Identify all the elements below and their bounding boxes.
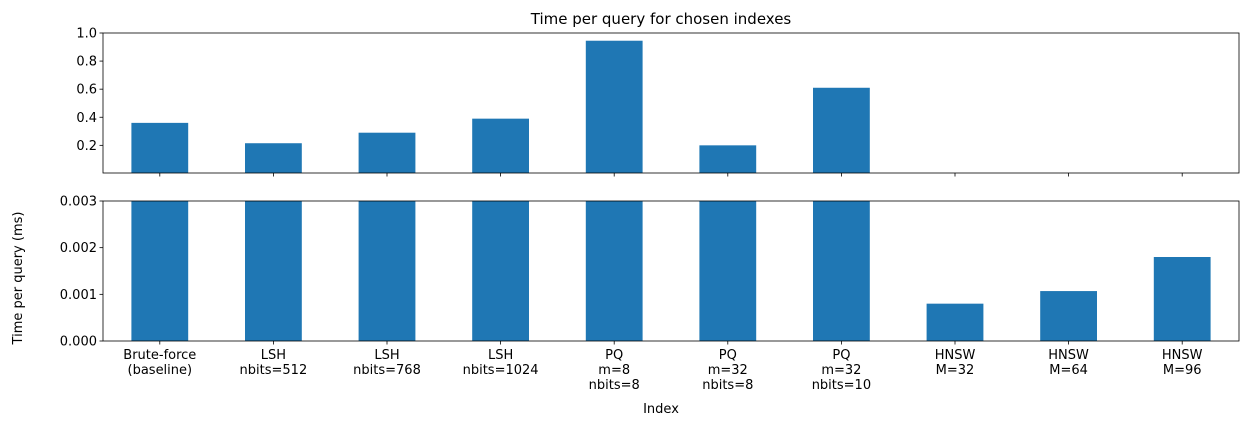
lower-panel-bar [358,201,416,341]
x-tick-label-line: HNSW [1162,348,1203,363]
x-tick-label-line: Brute-force [123,348,196,363]
x-tick-label-line: LSH [488,348,513,363]
lower-panel-ytick-label: 0.000 [60,335,97,350]
x-tick-label-line: nbits=8 [589,378,640,393]
lower-panel-bar [131,201,189,341]
x-tick-label-line: (baseline) [128,363,193,378]
x-tick-label: Brute-force (baseline) [123,348,196,378]
upper-panel-bar [585,40,643,173]
x-tick-label-line: LSH [261,348,286,363]
x-tick-label-line: PQ [832,348,850,363]
x-tick-label-line: HNSW [935,348,976,363]
upper-panel-ytick-label: 1.0 [76,27,97,42]
upper-panel-ytick-label: 0.2 [76,139,97,154]
lower-panel-bar [1153,257,1211,341]
x-tick-label: LSH nbits=512 [240,348,308,378]
x-tick-label-line: PQ [719,348,737,363]
x-tick-label-line: PQ [605,348,623,363]
upper-panel-bar [245,143,302,173]
upper-panel-frame [102,32,1240,174]
upper-panel-ytick-label: 0.8 [76,55,97,70]
x-tick-label-line: nbits=8 [702,378,753,393]
upper-panel-bar [358,132,416,173]
x-tick-label-line: m=8 [598,363,630,378]
x-tick-label: HNSW M=32 [935,348,976,378]
lower-panel-bar [813,201,870,341]
upper-panel-bar [131,122,189,173]
x-tick-label: HNSW M=96 [1162,348,1203,378]
lower-panel-ytick-label: 0.002 [60,241,97,256]
x-tick-label: PQ m=8 nbits=8 [589,348,640,393]
lower-panel-bar [699,201,757,341]
lower-panel-bar [1040,291,1097,341]
x-tick-label-line: nbits=768 [353,363,421,378]
lower-panel-bars [131,201,1211,341]
x-tick-label: HNSW M=64 [1048,348,1089,378]
x-tick-label-line: nbits=512 [240,363,308,378]
x-tick-label: PQ m=32 nbits=8 [702,348,753,393]
upper-panel: 0.2 0.4 0.6 0.8 1.0 [76,27,1240,177]
x-tick-label-line: m=32 [821,363,861,378]
x-tick-label-line: nbits=1024 [463,363,539,378]
x-tick-label-line: M=64 [1049,363,1088,378]
x-tick-label-line: HNSW [1048,348,1089,363]
upper-panel-bar [472,118,529,173]
x-tick-label-line: nbits=10 [812,378,871,393]
y-axis-label: Time per query (ms) [11,212,26,346]
lower-panel-bar [472,201,529,341]
x-axis-label: Index [643,402,679,417]
x-tick-label-line: M=32 [936,363,975,378]
x-tick-label: PQ m=32 nbits=10 [812,348,871,393]
x-tick-label: LSH nbits=1024 [463,348,539,378]
x-tick-label: LSH nbits=768 [353,348,421,378]
upper-panel-bar [813,87,870,173]
chart-title: Time per query for chosen indexes [530,10,792,28]
lower-panel-bar [926,303,984,341]
lower-panel-ytick-label: 0.003 [60,195,97,210]
lower-panel-ytick-label: 0.001 [60,288,97,303]
lower-panel-bar [585,201,643,341]
x-tick-label-line: M=96 [1163,363,1202,378]
upper-panel-bars [131,40,870,173]
lower-panel: 0.000 0.001 0.002 0.003 Brute-force (baseline… [60,195,1240,393]
upper-panel-ytick-label: 0.4 [76,111,97,126]
x-tick-label-line: LSH [374,348,399,363]
lower-panel-frame [102,200,1240,342]
lower-panel-bar [245,201,302,341]
upper-panel-bar [699,145,757,173]
upper-panel-ytick-label: 0.6 [76,83,97,98]
x-tick-label-line: m=32 [708,363,748,378]
